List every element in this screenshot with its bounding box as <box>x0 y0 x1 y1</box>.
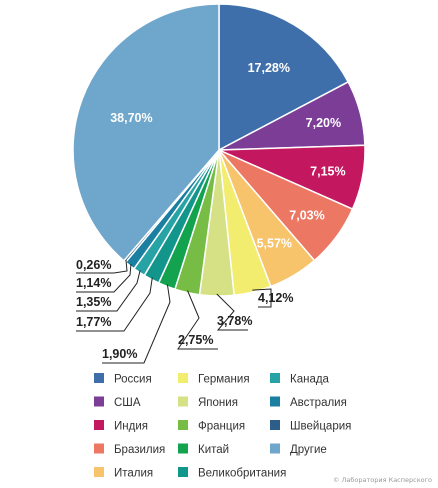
legend-label-канада: Канада <box>290 374 330 386</box>
pie-slice-другие <box>72 3 220 262</box>
slice-value-labels: 17,28% 7,20% 7,15% 7,03% 5,57% 38,70% <box>110 61 345 250</box>
leader-line-австралия <box>76 263 132 293</box>
slice-label-другие: 38,70% <box>110 111 152 125</box>
legend-label-китай: Китай <box>198 444 229 456</box>
slice-label-великобритания: 1,77% <box>76 315 111 329</box>
slice-label-австралия: 1,14% <box>76 276 111 290</box>
legend-label-швейцария: Швейцария <box>290 421 351 433</box>
legend-swatch-бразилия <box>94 443 104 454</box>
slice-label-россия: 17,28% <box>248 61 290 75</box>
leader-line-великобритания <box>76 277 153 332</box>
legend-label-сша: США <box>114 397 141 409</box>
slice-label-швейцария: 0,26% <box>76 258 111 272</box>
copyright-credit: © Лаборатория Касперского <box>332 476 432 484</box>
leader-line-япония <box>216 293 248 331</box>
legend-label-индия: Индия <box>114 421 148 433</box>
legend-swatch-другие <box>270 443 280 454</box>
leader-line-швейцария <box>76 259 128 274</box>
legend-swatch-великобритания <box>178 467 188 477</box>
legend-swatch-швейцария <box>270 420 280 430</box>
legend-swatch-канада <box>270 373 280 383</box>
legend-label-бразилия: Бразилия <box>114 444 165 456</box>
leader-line-германия <box>252 288 272 308</box>
leader-line-франция <box>177 290 218 350</box>
legend-label-япония: Япония <box>198 397 238 409</box>
legend-swatch-франция <box>178 420 188 430</box>
callout-labels: 4,12% 3,78% 2,75% 1,90% 1,77% 1,35% 1,14% 0,26% <box>76 258 293 364</box>
legend-label-россия: Россия <box>114 374 152 386</box>
slice-label-китай: 1,90% <box>102 347 137 361</box>
legend-swatch-сша <box>94 396 104 407</box>
legend-label-франция: Франция <box>198 421 245 433</box>
legend-swatch-австралия <box>270 396 280 407</box>
legend-swatch-россия <box>94 373 104 383</box>
leader-line-канада <box>76 270 141 312</box>
slice-label-канада: 1,35% <box>76 295 111 309</box>
legend-label-великобритания: Великобритания <box>198 468 286 480</box>
pie-slice-россия <box>218 3 349 151</box>
legend-swatch-япония <box>178 396 188 407</box>
legend-swatch-индия <box>94 420 104 430</box>
slice-label-италия: 5,57% <box>257 236 292 250</box>
pie-slices <box>72 3 366 297</box>
legend-label-италия: Италия <box>114 468 153 480</box>
chart-legend: Россия США Индия Бразилия Италия Германия Япон… <box>94 373 351 480</box>
leader-line-китай <box>102 284 171 364</box>
slice-label-германия: 4,12% <box>258 291 293 305</box>
legend-swatch-италия <box>94 467 104 477</box>
slice-label-бразилия: 7,03% <box>289 209 324 223</box>
slice-label-сша: 7,20% <box>306 116 341 130</box>
slice-label-франция: 2,75% <box>178 333 213 347</box>
legend-label-другие: Другие <box>290 444 327 456</box>
slice-label-индия: 7,15% <box>310 165 345 179</box>
slice-label-япония: 3,78% <box>217 314 252 328</box>
legend-label-германия: Германия <box>198 374 250 386</box>
legend-swatch-германия <box>178 373 188 383</box>
legend-label-австралия: Австралия <box>290 397 347 409</box>
legend-swatch-китай <box>178 443 188 454</box>
